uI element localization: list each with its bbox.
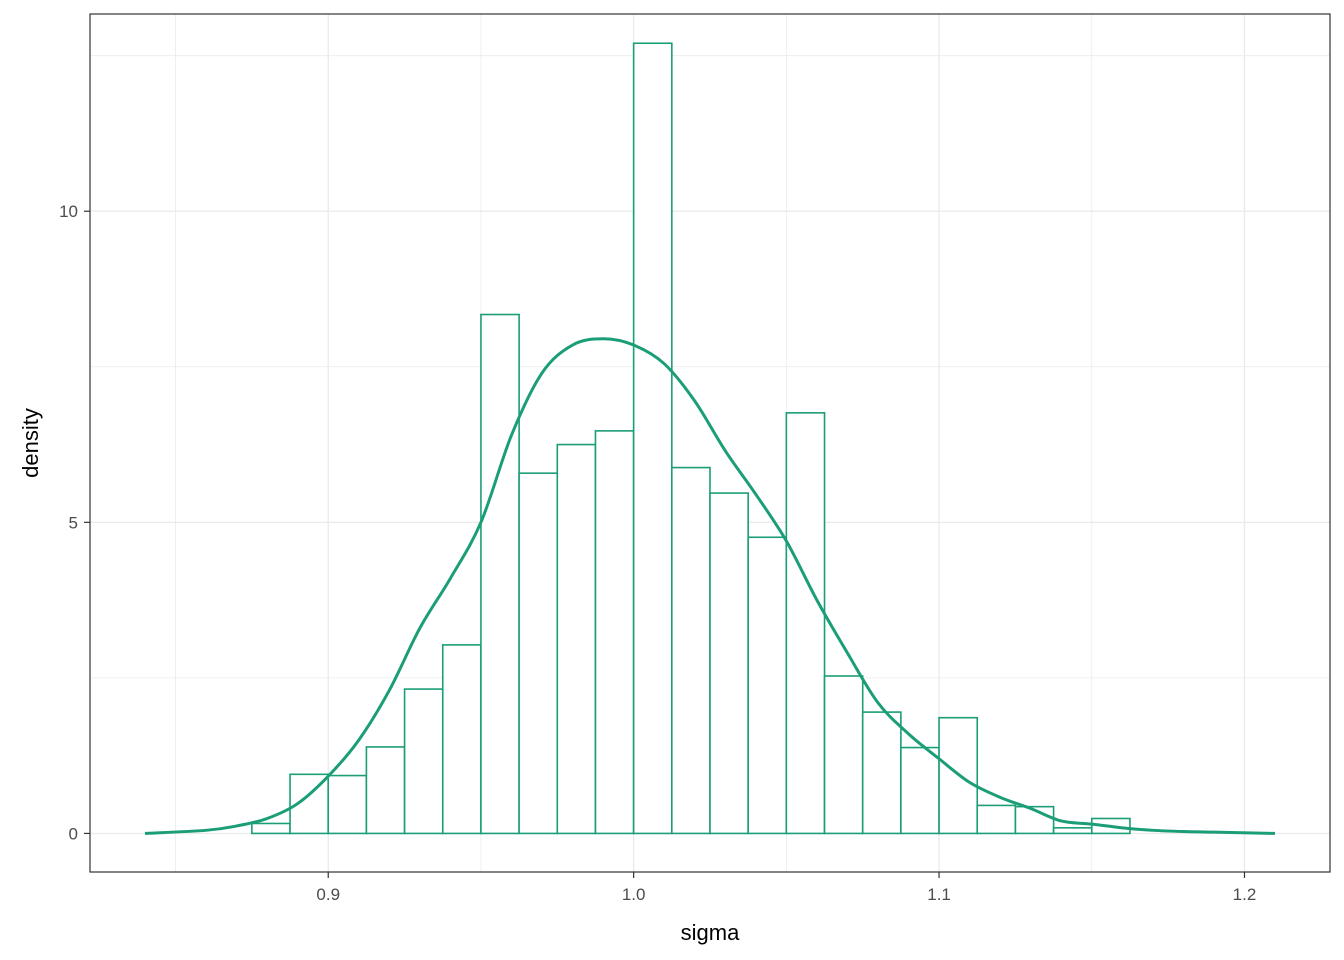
x-tick-label-3: 1.2 <box>1233 885 1257 904</box>
histogram-bar-18 <box>900 746 940 835</box>
histogram-bar-7 <box>480 313 520 835</box>
histogram-bar-12 <box>671 466 711 835</box>
x-tick-label-2: 1.1 <box>927 885 951 904</box>
histogram-bar-13 <box>709 492 749 835</box>
y-axis-title: density <box>18 408 43 478</box>
x-axis-title: sigma <box>681 920 740 945</box>
y-tick-label-0: 0 <box>69 824 78 843</box>
histogram-bars <box>251 42 1131 835</box>
histogram-bar-22 <box>1052 827 1093 835</box>
histogram-bar-21 <box>1014 805 1055 835</box>
histogram-bar-8 <box>518 472 559 835</box>
histogram-bar-9 <box>556 443 597 835</box>
histogram-bar-5 <box>403 688 444 835</box>
y-axis-ticks: 0 5 10 <box>59 202 90 843</box>
histogram-bar-14 <box>747 536 788 835</box>
x-axis-ticks: 0.9 1.0 1.1 1.2 <box>316 872 1256 904</box>
x-tick-label-0: 0.9 <box>316 885 340 904</box>
histogram-bar-17 <box>861 711 902 835</box>
histogram-bar-3 <box>327 774 368 835</box>
histogram-bar-10 <box>594 430 635 835</box>
histogram-bar-4 <box>365 746 406 835</box>
density-curve <box>144 337 1276 835</box>
panel-border <box>89 13 1331 873</box>
histogram-bar-1 <box>251 822 291 835</box>
y-tick-label-1: 5 <box>69 513 78 532</box>
x-tick-label-1: 1.0 <box>622 885 646 904</box>
histogram-bar-11 <box>632 42 673 835</box>
histogram-bar-20 <box>976 804 1017 835</box>
y-tick-label-2: 10 <box>59 202 78 221</box>
histogram-bar-15 <box>785 412 826 835</box>
histogram-bar-6 <box>441 644 482 835</box>
histogram-bar-16 <box>823 675 864 835</box>
